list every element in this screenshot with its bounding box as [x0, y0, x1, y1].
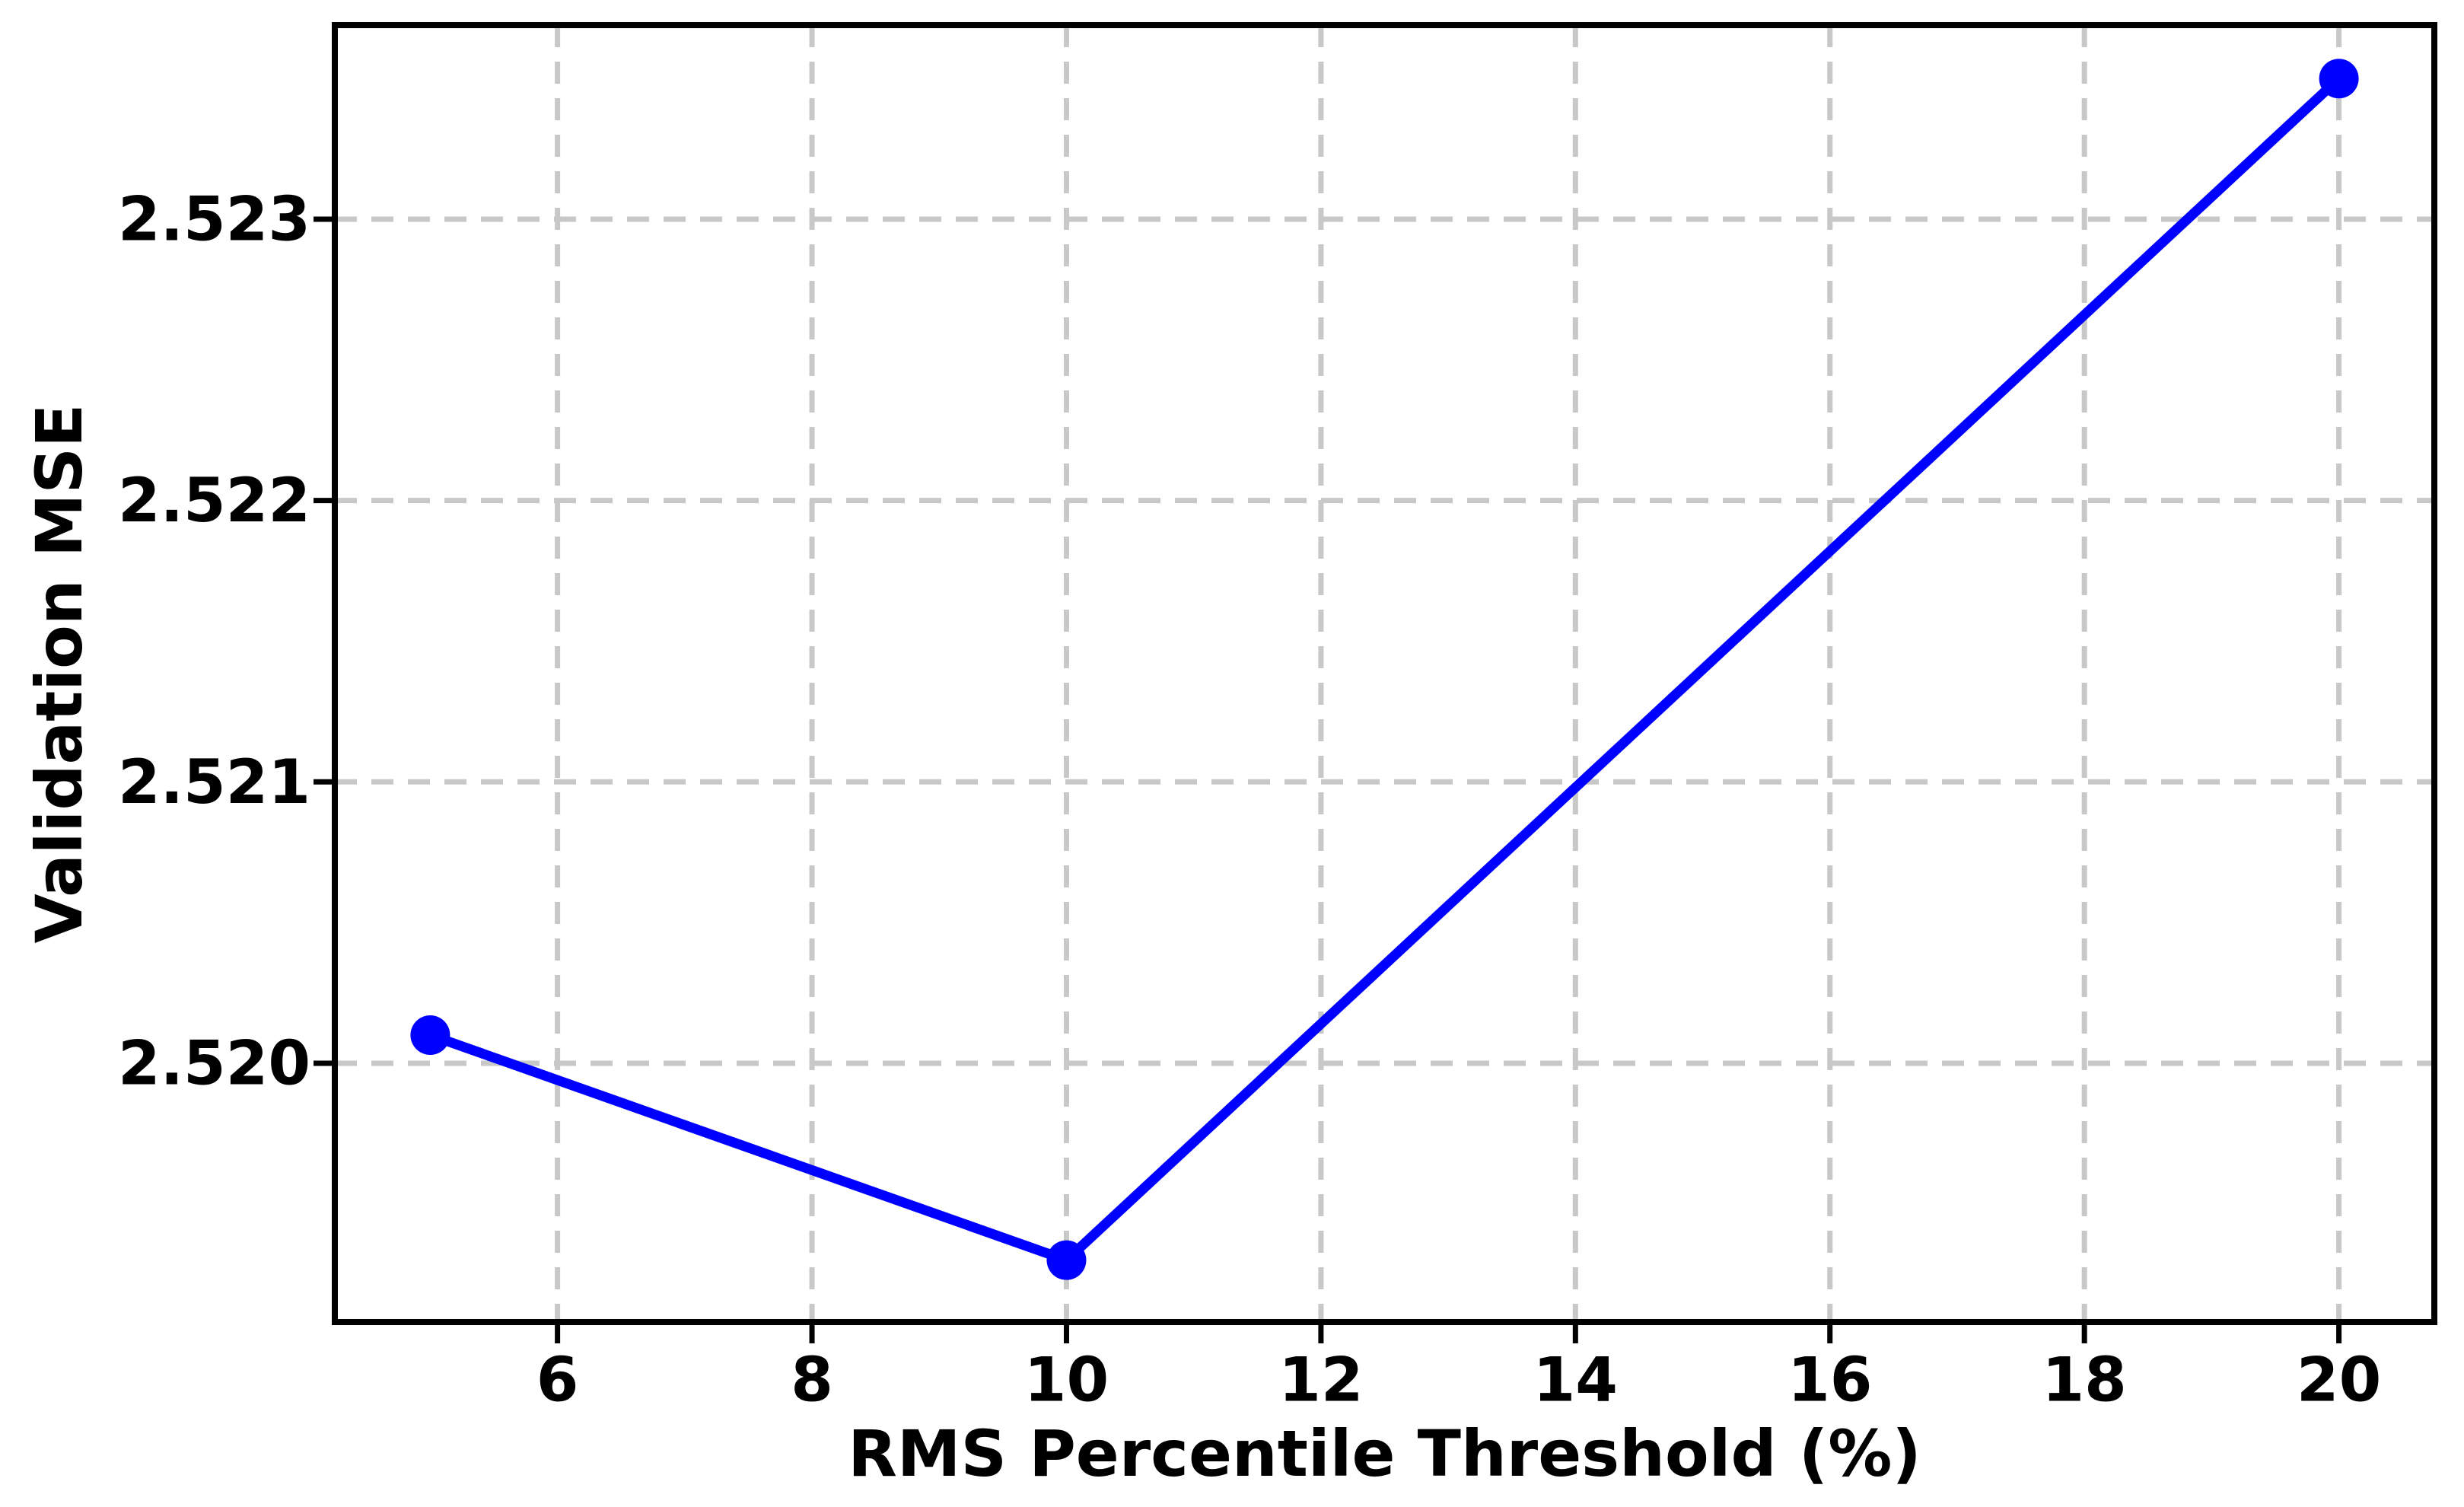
- x-axis-label: RMS Percentile Threshold (%): [848, 1416, 1921, 1491]
- x-tick-label: 8: [791, 1345, 833, 1416]
- data-point-marker: [410, 1015, 450, 1055]
- y-tick-label: 2.520: [118, 1028, 310, 1098]
- data-point-marker: [1046, 1240, 1087, 1280]
- x-tick-label: 6: [536, 1345, 579, 1416]
- y-tick-label: 2.521: [118, 747, 310, 817]
- y-tick-label: 2.522: [118, 465, 310, 536]
- plot-border: [332, 22, 2437, 1325]
- x-tick-label: 18: [2042, 1345, 2127, 1416]
- data-point-marker: [2319, 59, 2359, 99]
- x-tick-label: 14: [1533, 1345, 1618, 1416]
- x-tick-label: 16: [1788, 1345, 1872, 1416]
- x-tick-label: 12: [1278, 1345, 1363, 1416]
- x-tick-label: 10: [1024, 1345, 1109, 1416]
- data-line: [425, 73, 2345, 1266]
- y-axis-label: Validation MSE: [22, 403, 97, 944]
- y-tick-label: 2.523: [118, 184, 310, 255]
- x-tick-label: 20: [2297, 1345, 2381, 1416]
